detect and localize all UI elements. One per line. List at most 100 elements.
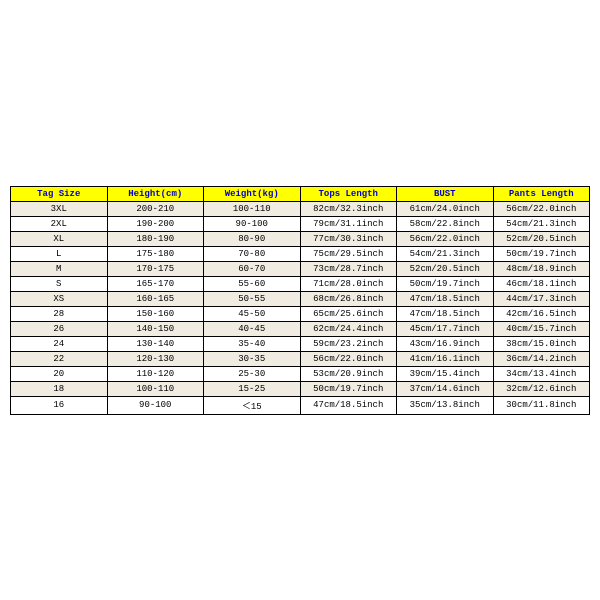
table-cell: 25-30 (204, 366, 301, 381)
table-cell: 35cm/13.8inch (397, 396, 494, 414)
table-body: 3XL200-210100-11082cm/32.3inch61cm/24.0i… (11, 201, 590, 414)
table-cell: 62cm/24.4inch (300, 321, 397, 336)
table-cell: 56cm/22.0inch (493, 201, 590, 216)
table-row: XL180-19080-9077cm/30.3inch56cm/22.0inch… (11, 231, 590, 246)
table-cell: 180-190 (107, 231, 204, 246)
table-cell: 39cm/15.4inch (397, 366, 494, 381)
table-cell: 26 (11, 321, 108, 336)
table-cell: 73cm/28.7inch (300, 261, 397, 276)
table-cell: 3XL (11, 201, 108, 216)
table-cell: 58cm/22.8inch (397, 216, 494, 231)
table-cell: 48cm/18.9inch (493, 261, 590, 276)
table-cell: 130-140 (107, 336, 204, 351)
table-cell: 55-60 (204, 276, 301, 291)
table-cell: 36cm/14.2inch (493, 351, 590, 366)
table-cell: 15-25 (204, 381, 301, 396)
table-cell: 42cm/16.5inch (493, 306, 590, 321)
table-cell: 68cm/26.8inch (300, 291, 397, 306)
table-cell: S (11, 276, 108, 291)
table-row: L175-18070-8075cm/29.5inch54cm/21.3inch5… (11, 246, 590, 261)
column-header: Tops Length (300, 186, 397, 201)
size-chart-table: Tag SizeHeight(cm)Weight(kg)Tops LengthB… (10, 186, 590, 415)
table-cell: 79cm/31.1inch (300, 216, 397, 231)
table-cell: 175-180 (107, 246, 204, 261)
table-row: 1690-100＜1547cm/18.5inch35cm/13.8inch30c… (11, 396, 590, 414)
table-cell: 50cm/19.7inch (397, 276, 494, 291)
table-cell: 30cm/11.8inch (493, 396, 590, 414)
table-cell: 150-160 (107, 306, 204, 321)
table-cell: 18 (11, 381, 108, 396)
table-cell: 70-80 (204, 246, 301, 261)
table-cell: 52cm/20.5inch (493, 231, 590, 246)
table-cell: ＜15 (204, 396, 301, 414)
table-cell: 32cm/12.6inch (493, 381, 590, 396)
table-cell: 160-165 (107, 291, 204, 306)
table-cell: 50cm/19.7inch (300, 381, 397, 396)
table-cell: 53cm/20.9inch (300, 366, 397, 381)
table-cell: 2XL (11, 216, 108, 231)
table-cell: M (11, 261, 108, 276)
table-cell: 52cm/20.5inch (397, 261, 494, 276)
table-row: 28150-16045-5065cm/25.6inch47cm/18.5inch… (11, 306, 590, 321)
table-cell: 71cm/28.0inch (300, 276, 397, 291)
table-cell: 34cm/13.4inch (493, 366, 590, 381)
table-cell: 44cm/17.3inch (493, 291, 590, 306)
table-cell: 100-110 (107, 381, 204, 396)
table-cell: 140-150 (107, 321, 204, 336)
table-cell: 110-120 (107, 366, 204, 381)
table-cell: 35-40 (204, 336, 301, 351)
table-cell: 82cm/32.3inch (300, 201, 397, 216)
table-cell: 24 (11, 336, 108, 351)
table-cell: 40-45 (204, 321, 301, 336)
table-cell: 45-50 (204, 306, 301, 321)
table-cell: 65cm/25.6inch (300, 306, 397, 321)
table-cell: 16 (11, 396, 108, 414)
table-cell: 75cm/29.5inch (300, 246, 397, 261)
table-cell: 28 (11, 306, 108, 321)
column-header: Weight(kg) (204, 186, 301, 201)
table-cell: 43cm/16.9inch (397, 336, 494, 351)
table-cell: 56cm/22.0inch (397, 231, 494, 246)
table-row: 2XL190-20090-10079cm/31.1inch58cm/22.8in… (11, 216, 590, 231)
column-header: Height(cm) (107, 186, 204, 201)
table-cell: 47cm/18.5inch (300, 396, 397, 414)
table-row: 24130-14035-4059cm/23.2inch43cm/16.9inch… (11, 336, 590, 351)
table-cell: 46cm/18.1inch (493, 276, 590, 291)
table-cell: 77cm/30.3inch (300, 231, 397, 246)
table-cell: 190-200 (107, 216, 204, 231)
table-cell: 90-100 (204, 216, 301, 231)
table-cell: 41cm/16.1inch (397, 351, 494, 366)
table-cell: 165-170 (107, 276, 204, 291)
table-row: 26140-15040-4562cm/24.4inch45cm/17.7inch… (11, 321, 590, 336)
table-cell: 38cm/15.0inch (493, 336, 590, 351)
table-row: 3XL200-210100-11082cm/32.3inch61cm/24.0i… (11, 201, 590, 216)
table-row: M170-17560-7073cm/28.7inch52cm/20.5inch4… (11, 261, 590, 276)
table-row: 22120-13030-3556cm/22.0inch41cm/16.1inch… (11, 351, 590, 366)
table-cell: 54cm/21.3inch (397, 246, 494, 261)
table-cell: 80-90 (204, 231, 301, 246)
column-header: BUST (397, 186, 494, 201)
table-row: 20110-12025-3053cm/20.9inch39cm/15.4inch… (11, 366, 590, 381)
table-cell: 45cm/17.7inch (397, 321, 494, 336)
table-row: S165-17055-6071cm/28.0inch50cm/19.7inch4… (11, 276, 590, 291)
table-cell: 47cm/18.5inch (397, 291, 494, 306)
table-cell: 22 (11, 351, 108, 366)
table-header: Tag SizeHeight(cm)Weight(kg)Tops LengthB… (11, 186, 590, 201)
table-cell: 61cm/24.0inch (397, 201, 494, 216)
table-cell: 40cm/15.7inch (493, 321, 590, 336)
table-cell: 50-55 (204, 291, 301, 306)
table-cell: 50cm/19.7inch (493, 246, 590, 261)
size-chart-container: Tag SizeHeight(cm)Weight(kg)Tops LengthB… (10, 186, 590, 415)
table-cell: 200-210 (107, 201, 204, 216)
table-cell: 120-130 (107, 351, 204, 366)
column-header: Tag Size (11, 186, 108, 201)
table-cell: XL (11, 231, 108, 246)
table-cell: 170-175 (107, 261, 204, 276)
table-cell: XS (11, 291, 108, 306)
table-row: 18100-11015-2550cm/19.7inch37cm/14.6inch… (11, 381, 590, 396)
table-cell: L (11, 246, 108, 261)
table-cell: 20 (11, 366, 108, 381)
table-cell: 56cm/22.0inch (300, 351, 397, 366)
table-cell: 100-110 (204, 201, 301, 216)
table-cell: 59cm/23.2inch (300, 336, 397, 351)
